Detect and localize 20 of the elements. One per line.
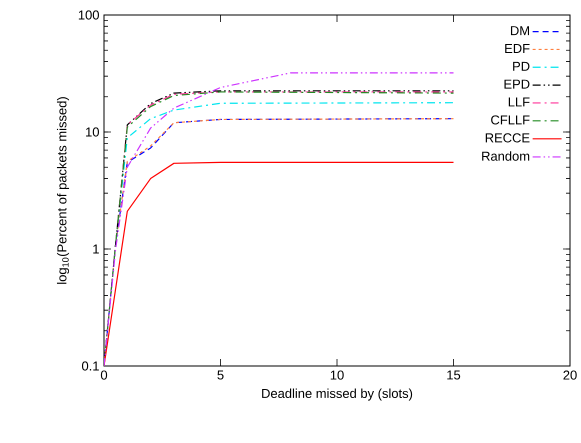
legend-label: CFLLF <box>491 115 530 125</box>
legend-label: EDF <box>505 44 530 53</box>
x-axis-title: Deadline missed by (slots) <box>262 388 412 401</box>
x-tick-label: 15 <box>447 370 460 380</box>
x-tick-label: 20 <box>563 370 577 380</box>
y-axis-title: log$_{10}$(Percent of packets missed) <box>56 97 70 284</box>
x-tick-label: 10 <box>330 370 344 380</box>
legend-label: RECCE <box>486 133 530 142</box>
x-tick-label: 5 <box>217 370 224 380</box>
legend-label: LLF <box>508 98 530 106</box>
legend-label: PD <box>513 62 530 71</box>
legend-label: EPD <box>504 80 530 89</box>
y-tick-label: 100 <box>78 10 99 20</box>
legend-label: DM <box>510 26 529 36</box>
line-series <box>104 162 454 366</box>
y-tick-label: 0.1 <box>82 361 99 371</box>
x-tick-label: 0 <box>100 370 108 380</box>
y-tick-label: 1 <box>93 244 99 254</box>
legend-label: Random <box>482 151 530 161</box>
y-tick-label: 10 <box>86 127 99 137</box>
